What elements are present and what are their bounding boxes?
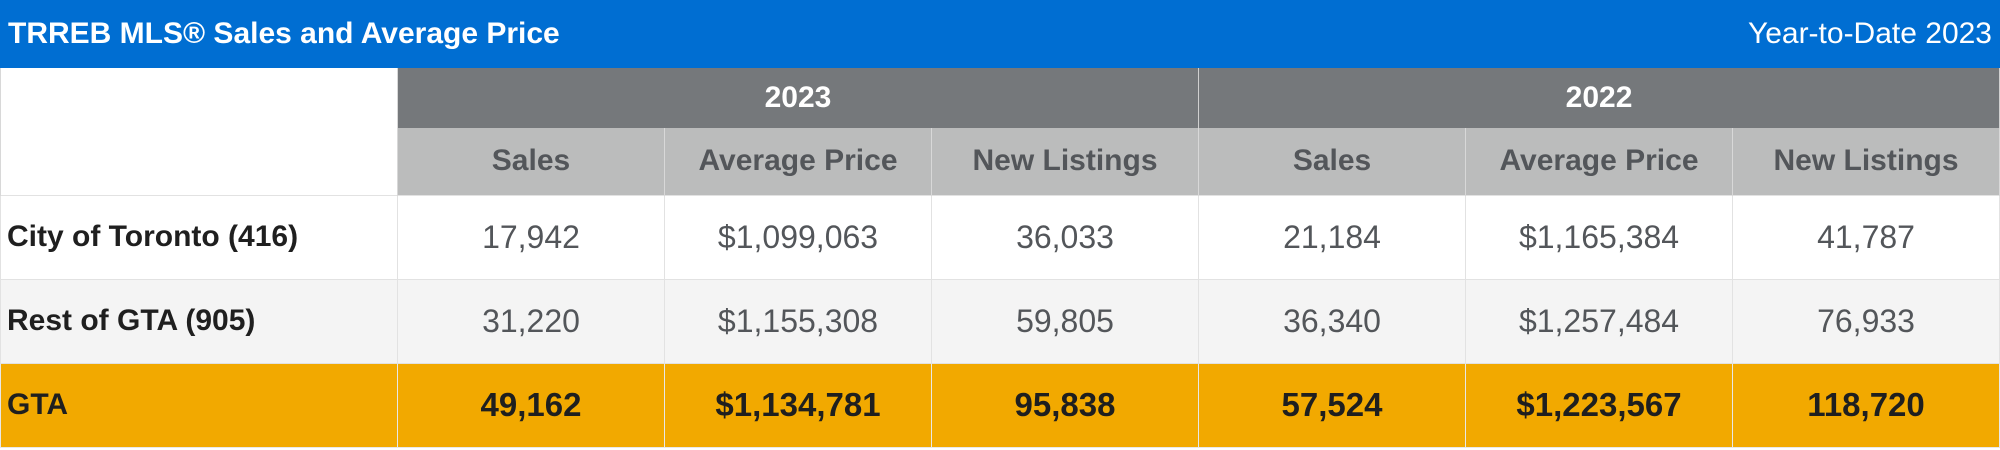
- region-label: City of Toronto (416): [0, 194, 398, 280]
- table-cell: $1,165,384: [1465, 194, 1734, 280]
- table-cell: 31,220: [397, 278, 665, 364]
- metric-header-new-listings: New Listings: [1732, 128, 2000, 195]
- metric-header-sales: Sales: [1198, 128, 1467, 195]
- table-cell: $1,223,567: [1465, 362, 1734, 448]
- table-cell: $1,099,063: [664, 194, 932, 280]
- table-cell: $1,155,308: [664, 278, 932, 364]
- table-cell: 17,942: [397, 194, 665, 280]
- table-cell: 49,162: [397, 362, 665, 448]
- table-cell: 59,805: [930, 278, 1200, 364]
- table-cell: 36,033: [930, 194, 1200, 280]
- table-row: Rest of GTA (905) 31,220 $1,155,308 59,8…: [0, 278, 2000, 364]
- total-row: GTA 49,162 $1,134,781 95,838 57,524 $1,2…: [0, 362, 2000, 448]
- table-cell: 21,184: [1198, 194, 1467, 280]
- table-cell: 57,524: [1198, 362, 1467, 448]
- region-label: Rest of GTA (905): [0, 278, 398, 364]
- period-label: Year-to-Date 2023: [1747, 17, 1992, 50]
- table-cell: 76,933: [1732, 278, 2000, 364]
- metric-header-average-price: Average Price: [664, 128, 932, 195]
- region-header-cell: [0, 68, 398, 195]
- table-cell: 95,838: [930, 362, 1200, 448]
- metric-header-row: Sales Average Price New Listings Sales A…: [1, 128, 2000, 195]
- year-header-2023: 2023: [396, 68, 1200, 128]
- sales-table: 2023 2022 Sales Average Price New Listin…: [0, 68, 2000, 448]
- table-cell: 41,787: [1732, 194, 2000, 280]
- year-header-row: 2023 2022: [0, 68, 2000, 195]
- year-header-2022: 2022: [1198, 68, 2000, 128]
- title-bar: TRREB MLS® Sales and Average Price Year-…: [0, 0, 2000, 68]
- metric-header-new-listings: New Listings: [930, 128, 1200, 195]
- metric-header-average-price: Average Price: [1465, 128, 1734, 195]
- table-title: TRREB MLS® Sales and Average Price: [8, 17, 560, 50]
- table-row: City of Toronto (416) 17,942 $1,099,063 …: [0, 194, 2000, 280]
- metric-header-sales: Sales: [397, 128, 665, 195]
- table-cell: 36,340: [1198, 278, 1467, 364]
- table-cell: $1,134,781: [664, 362, 932, 448]
- table-cell: 118,720: [1732, 362, 2000, 448]
- region-label: GTA: [0, 362, 398, 448]
- table-cell: $1,257,484: [1465, 278, 1734, 364]
